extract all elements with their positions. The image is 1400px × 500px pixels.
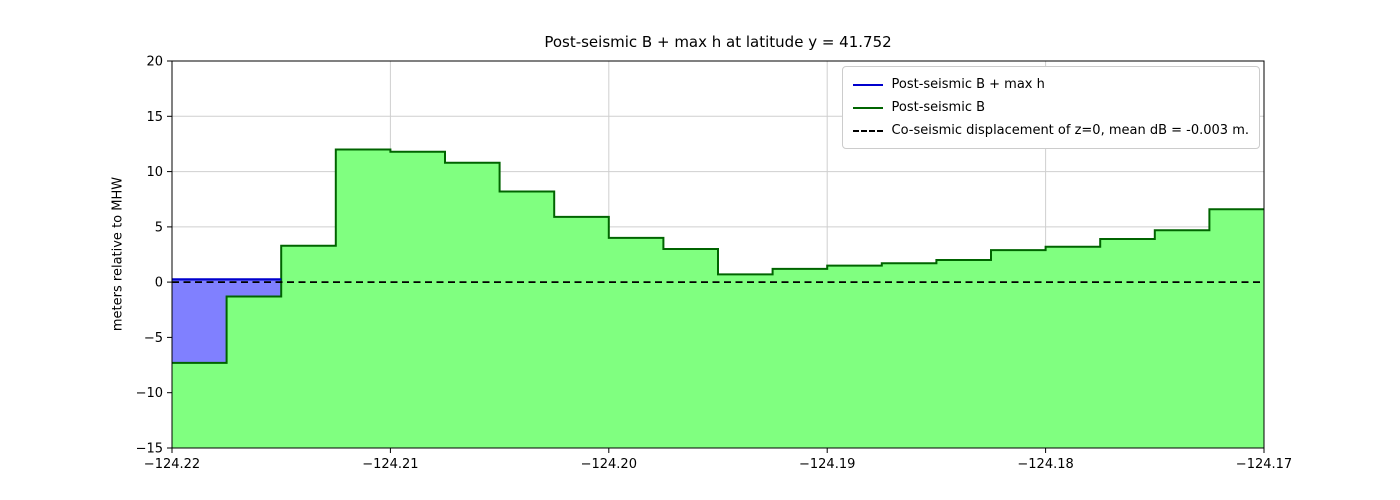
y-axis-label: meters relative to MHW xyxy=(110,176,126,332)
x-tick-label: −124.19 xyxy=(799,457,855,472)
legend-line-sample-dashed xyxy=(852,129,883,132)
y-tick-label: −10 xyxy=(136,386,163,401)
x-tick-label: −124.21 xyxy=(362,457,418,472)
legend-label: Post-seismic B + max h xyxy=(891,77,1045,92)
plot-layer: −15 −10 −5 0 5 10 15 20 −124.22 −124.21 −124.20 −12… xyxy=(136,55,1293,473)
x-tick-label: −124.22 xyxy=(144,457,200,472)
post-seismic-b-line xyxy=(172,148,1264,364)
legend: Post-seismic B + max h Post-seismic B Co… xyxy=(841,66,1260,149)
y-tick-label: −5 xyxy=(144,331,163,346)
y-tick-label: 10 xyxy=(146,165,163,180)
post-seismic-b-area xyxy=(172,149,1264,448)
legend-entry: Post-seismic B xyxy=(852,96,1250,119)
y-tick-label: 0 xyxy=(155,276,163,291)
x-tick-label: −124.20 xyxy=(581,457,637,472)
legend-entry: Post-seismic B + max h xyxy=(852,73,1250,96)
chart-title: Post-seismic B + max h at latitude y = 4… xyxy=(544,33,892,51)
legend-line-sample-blue xyxy=(852,83,883,86)
y-tick-label: 20 xyxy=(146,55,163,70)
legend-entry: Co-seismic displacement of z=0, mean dB … xyxy=(852,119,1250,142)
y-tick-label: 15 xyxy=(146,110,163,125)
legend-label: Co-seismic displacement of z=0, mean dB … xyxy=(891,123,1250,138)
x-tick-label: −124.17 xyxy=(1236,457,1292,472)
legend-line-sample-green xyxy=(852,106,883,109)
legend-label: Post-seismic B xyxy=(891,100,986,115)
y-tick-label: −15 xyxy=(136,442,163,457)
y-tick-label: 5 xyxy=(155,220,163,235)
axes-frame xyxy=(171,60,1265,449)
x-tick-label: −124.18 xyxy=(1017,457,1073,472)
